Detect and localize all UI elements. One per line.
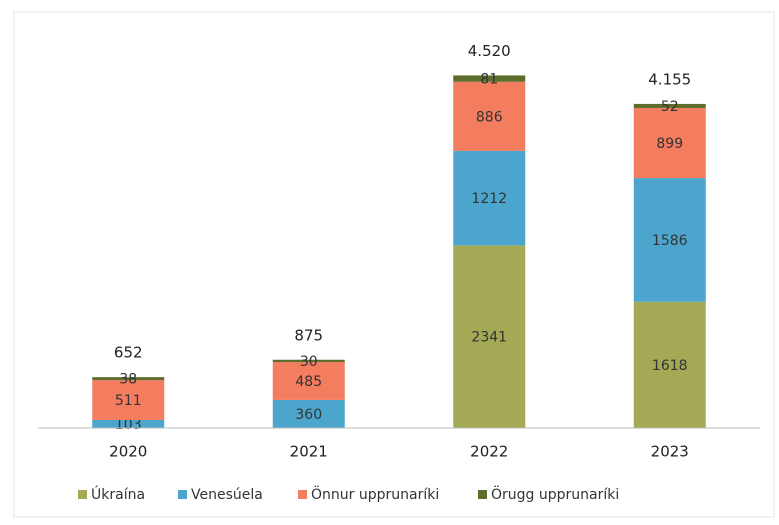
segment-label: 886 <box>476 109 503 125</box>
segment-label: 1212 <box>471 191 507 207</box>
bar-segment <box>633 178 706 302</box>
legend-swatch <box>298 490 307 499</box>
bar-segment <box>453 150 526 246</box>
segment-label: 103 <box>115 417 142 433</box>
x-tick-label: 2020 <box>109 443 147 461</box>
segment-label: 360 <box>295 407 322 423</box>
legend-label: Örugg upprunaríki <box>491 485 619 503</box>
bar-segment <box>272 399 345 428</box>
segment-label: 30 <box>300 354 318 370</box>
total-label: 652 <box>114 344 143 362</box>
x-tick-label: 2021 <box>290 443 328 461</box>
bar-segment <box>272 359 345 363</box>
segment-label: 81 <box>480 72 498 88</box>
segment-label: 1618 <box>652 358 688 374</box>
segment-label: 485 <box>295 374 322 390</box>
bar-segment <box>633 301 706 428</box>
segment-label: 899 <box>656 136 683 152</box>
segment-label: 511 <box>115 393 142 409</box>
legend-label: Venesúela <box>191 487 263 503</box>
segment-label: 1586 <box>652 233 688 249</box>
bar-segment <box>633 107 706 179</box>
total-label: 4.520 <box>468 42 511 60</box>
x-tick-label: 2023 <box>651 443 689 461</box>
segment-label: 38 <box>119 372 137 388</box>
legend-label: Úkraína <box>91 485 145 503</box>
bar-segment <box>92 419 165 428</box>
bar-segment <box>633 103 706 108</box>
legend-swatch <box>178 490 187 499</box>
bar-segment <box>453 75 526 82</box>
bar-segment <box>92 377 165 381</box>
total-label: 875 <box>294 326 323 344</box>
x-tick-label: 2022 <box>470 443 508 461</box>
segment-label: 2341 <box>471 330 507 346</box>
bar-segment <box>272 362 345 400</box>
segment-label: 52 <box>661 99 679 115</box>
bar-segment <box>453 245 526 428</box>
bar-segment <box>453 81 526 151</box>
legend-swatch <box>78 490 87 499</box>
legend-swatch <box>478 490 487 499</box>
legend-label: Önnur upprunaríki <box>311 485 439 503</box>
bar-segment <box>92 380 165 420</box>
total-label: 4.155 <box>648 70 691 88</box>
